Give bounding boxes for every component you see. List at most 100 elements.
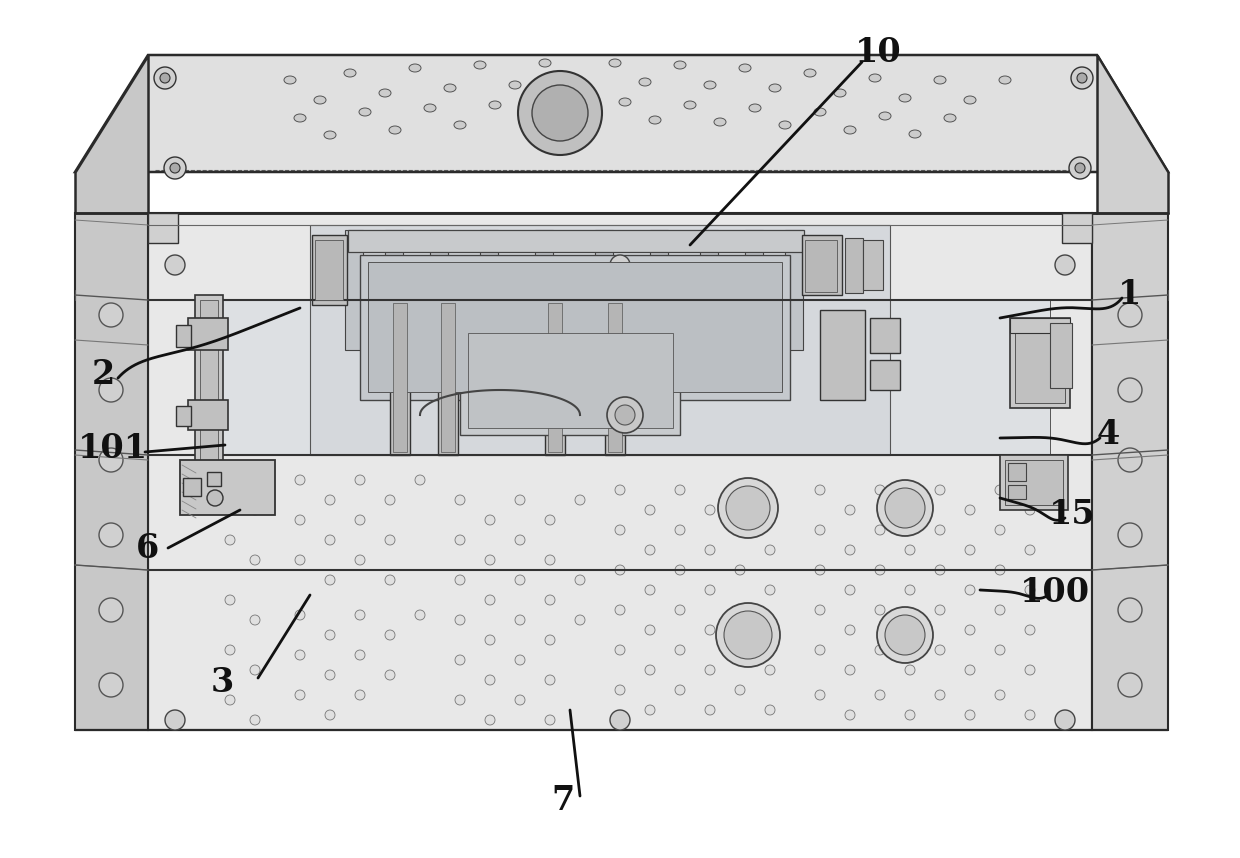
Circle shape (935, 485, 945, 495)
Ellipse shape (844, 126, 856, 134)
Circle shape (706, 705, 715, 715)
Circle shape (1025, 665, 1035, 675)
Bar (176, 406, 191, 426)
Ellipse shape (294, 114, 306, 122)
Ellipse shape (769, 84, 781, 92)
Circle shape (994, 690, 1004, 700)
Bar (863, 240, 883, 290)
Circle shape (485, 515, 495, 525)
Bar (348, 230, 804, 252)
Circle shape (325, 630, 335, 640)
Circle shape (355, 555, 365, 565)
Circle shape (1118, 598, 1142, 622)
Circle shape (515, 495, 525, 505)
Circle shape (765, 705, 775, 715)
Circle shape (645, 505, 655, 515)
Circle shape (965, 625, 975, 635)
Circle shape (735, 485, 745, 495)
Circle shape (875, 690, 885, 700)
Circle shape (965, 545, 975, 555)
Circle shape (815, 525, 825, 535)
Text: 4: 4 (1096, 419, 1120, 451)
Circle shape (706, 545, 715, 555)
Ellipse shape (424, 104, 436, 112)
Circle shape (645, 665, 655, 675)
Circle shape (1055, 710, 1075, 730)
Circle shape (164, 157, 186, 179)
Polygon shape (1097, 55, 1168, 213)
Bar (467, 333, 673, 428)
Text: 7: 7 (552, 783, 574, 817)
Bar (1016, 323, 1065, 403)
Circle shape (485, 635, 495, 645)
Bar (785, 230, 804, 350)
Circle shape (295, 555, 305, 565)
Circle shape (575, 575, 585, 585)
Circle shape (735, 685, 745, 695)
Circle shape (994, 605, 1004, 615)
Circle shape (1078, 73, 1087, 83)
Circle shape (675, 485, 684, 495)
Ellipse shape (639, 78, 651, 86)
Bar (384, 230, 403, 350)
Circle shape (675, 565, 684, 575)
Bar (393, 303, 407, 452)
Circle shape (1025, 625, 1035, 635)
Ellipse shape (409, 64, 422, 72)
Ellipse shape (474, 61, 486, 69)
Circle shape (295, 515, 305, 525)
Circle shape (250, 665, 260, 675)
Circle shape (485, 675, 495, 685)
Circle shape (935, 645, 945, 655)
Ellipse shape (813, 108, 826, 116)
Circle shape (815, 565, 825, 575)
Circle shape (1118, 523, 1142, 547)
Polygon shape (74, 213, 148, 730)
Circle shape (355, 515, 365, 525)
Ellipse shape (704, 81, 715, 89)
Circle shape (905, 585, 915, 595)
Circle shape (325, 670, 335, 680)
Ellipse shape (899, 94, 911, 102)
Circle shape (610, 255, 630, 275)
Bar (312, 235, 347, 305)
Circle shape (455, 535, 465, 545)
Circle shape (207, 490, 223, 506)
Circle shape (877, 607, 932, 663)
Circle shape (384, 630, 396, 640)
Circle shape (1118, 673, 1142, 697)
Circle shape (455, 495, 465, 505)
Polygon shape (74, 55, 1168, 172)
Circle shape (224, 485, 236, 495)
Bar (844, 238, 863, 293)
Circle shape (415, 475, 425, 485)
Circle shape (415, 610, 425, 620)
Ellipse shape (444, 84, 456, 92)
Circle shape (295, 650, 305, 660)
Circle shape (325, 710, 335, 720)
Bar (870, 318, 900, 353)
Circle shape (485, 595, 495, 605)
Ellipse shape (343, 69, 356, 77)
Bar (1008, 485, 1025, 499)
Ellipse shape (714, 118, 725, 126)
Circle shape (706, 625, 715, 635)
Bar (1050, 323, 1073, 388)
Circle shape (1055, 255, 1075, 275)
Ellipse shape (454, 121, 466, 129)
Bar (1011, 318, 1070, 333)
Ellipse shape (314, 96, 326, 104)
Circle shape (1118, 378, 1142, 402)
Circle shape (1118, 303, 1142, 327)
Ellipse shape (574, 78, 587, 86)
Bar (195, 295, 223, 470)
Bar (176, 325, 191, 347)
Ellipse shape (739, 64, 751, 72)
Bar (701, 230, 718, 350)
Circle shape (325, 575, 335, 585)
Bar (360, 255, 790, 400)
Ellipse shape (360, 108, 371, 116)
Circle shape (815, 605, 825, 615)
Bar (650, 230, 668, 350)
Circle shape (935, 690, 945, 700)
